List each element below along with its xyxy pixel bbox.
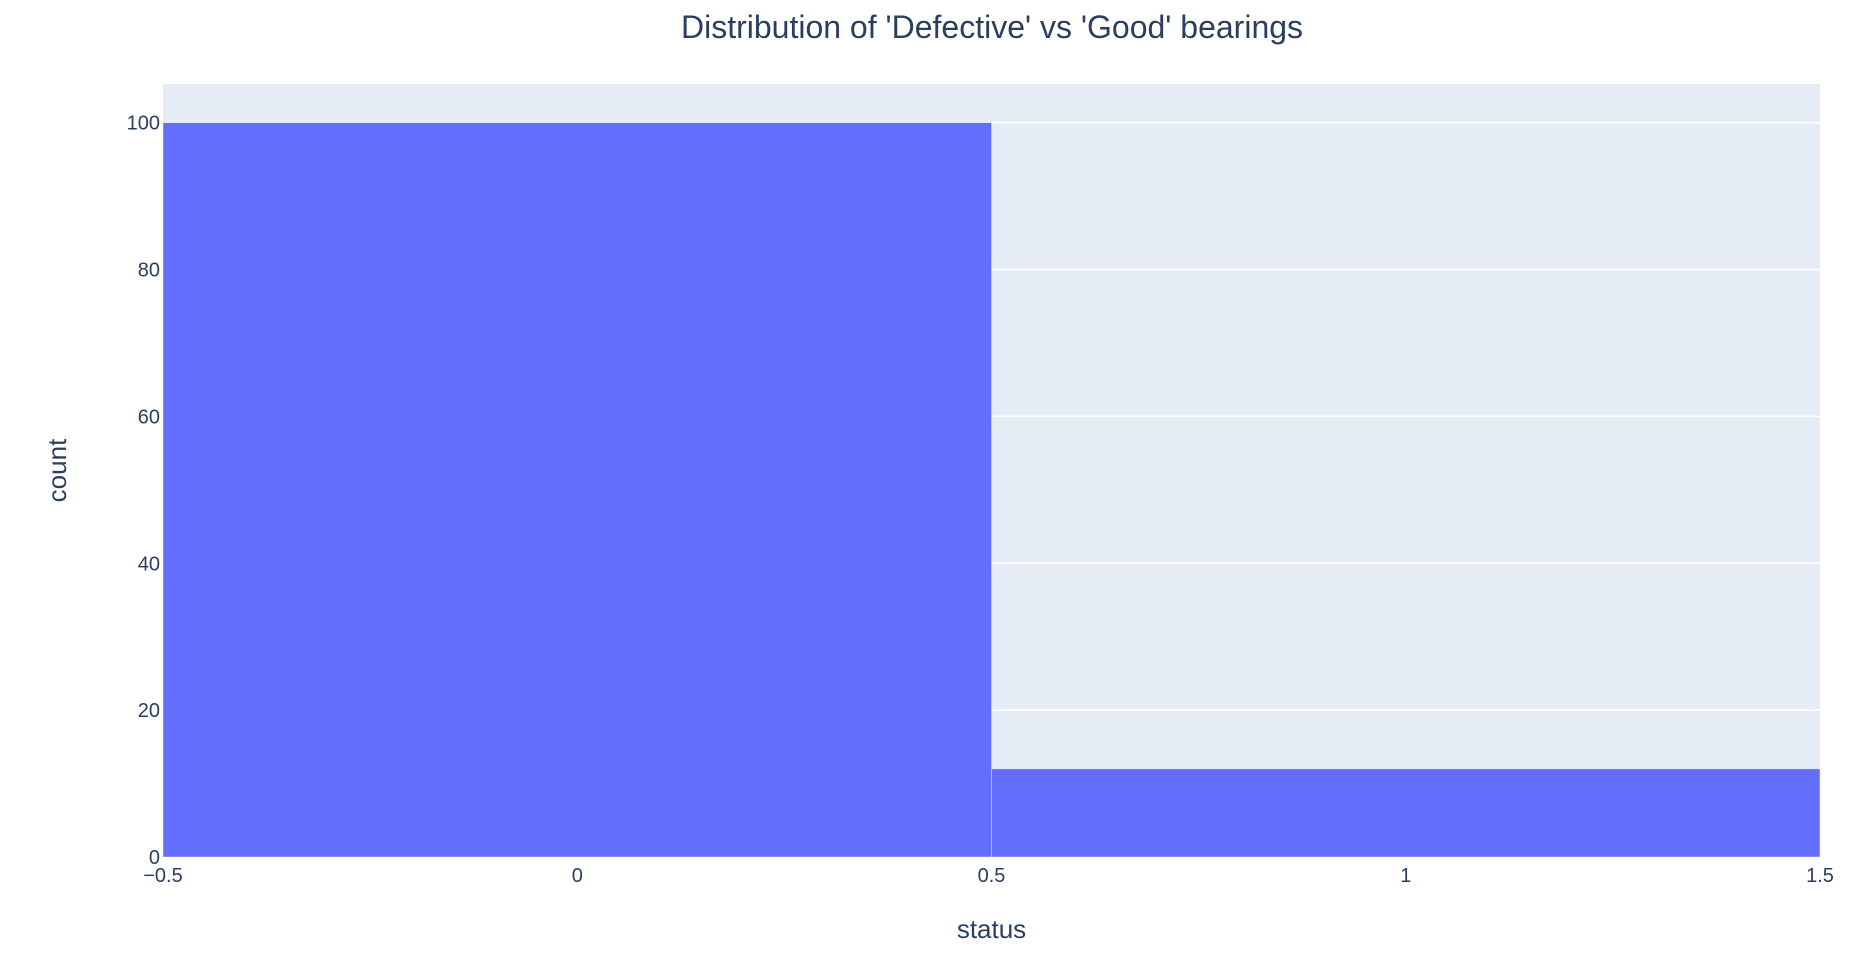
bars [162,122,1821,858]
y-tick-label: 20 [138,700,160,722]
histogram-bar [162,122,992,858]
x-tick-label: 1.5 [1806,865,1834,887]
x-axis-ticks: −0.5 0 0.5 1 1.5 [143,865,1834,887]
x-tick-label: 1 [1400,865,1411,887]
chart-title: Distribution of 'Defective' vs 'Good' be… [681,9,1303,45]
y-tick-label: 80 [138,260,160,282]
y-tick-label: 40 [138,553,160,575]
y-axis-ticks: 0 20 40 60 80 100 [127,113,160,869]
y-tick-label: 100 [127,113,160,135]
x-tick-label: 0 [572,865,583,887]
x-tick-label: 0.5 [978,865,1006,887]
y-tick-label: 0 [149,847,160,869]
y-tick-label: 60 [138,406,160,428]
y-axis-title: count [42,438,72,502]
x-axis-title: status [957,914,1026,944]
histogram-bar [991,768,1821,858]
x-tick-label: −0.5 [143,865,182,887]
